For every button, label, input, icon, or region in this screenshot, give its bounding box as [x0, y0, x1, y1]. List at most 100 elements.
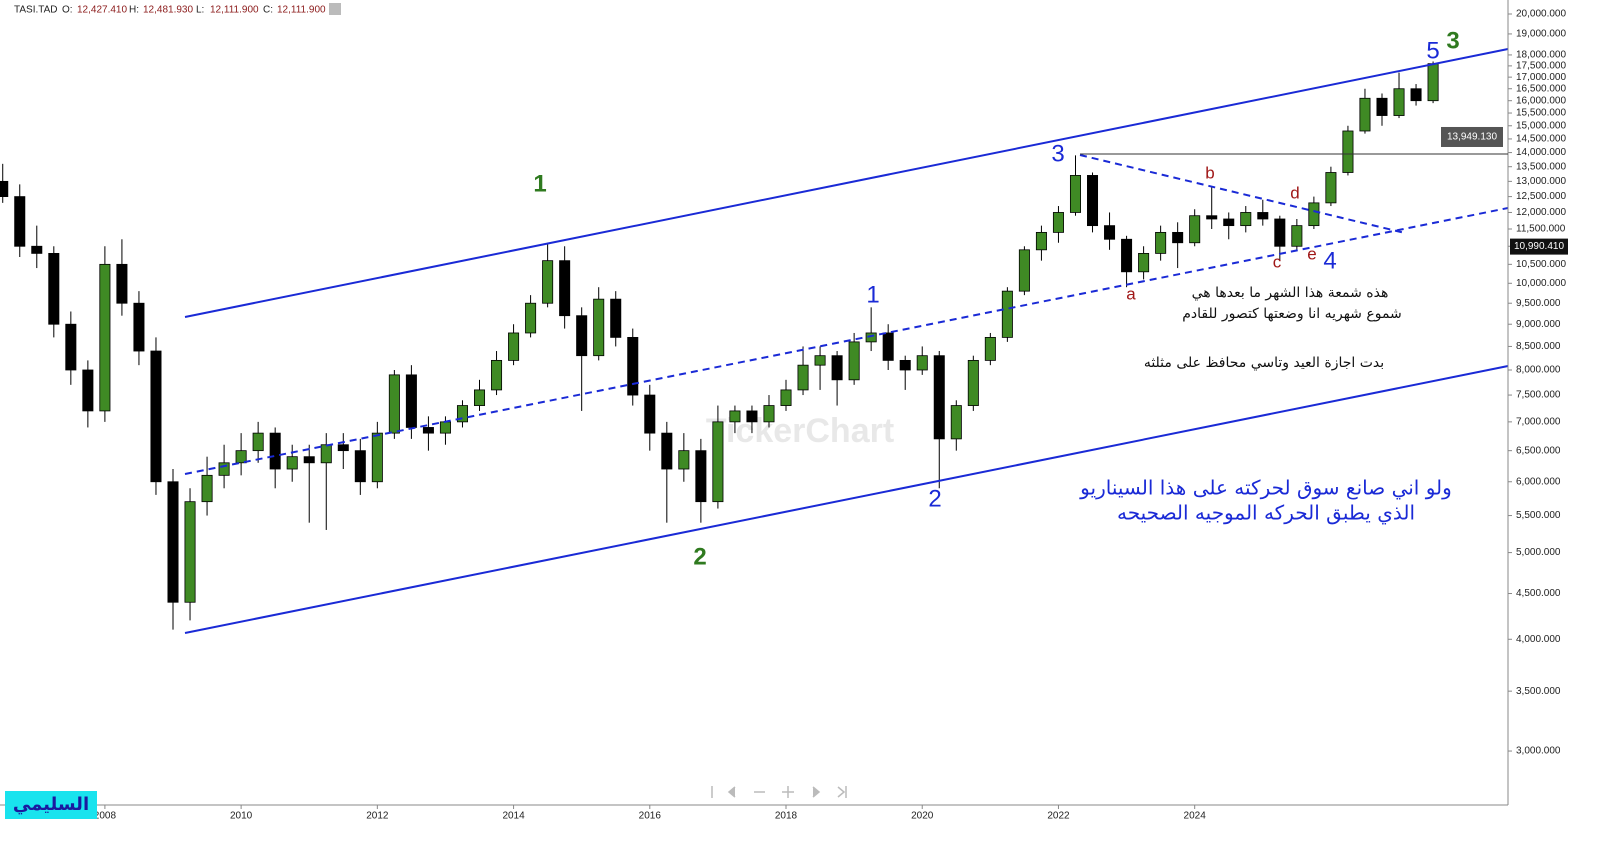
- candle-body: [1138, 252, 1150, 273]
- candle-body: [712, 421, 724, 503]
- y-tick-label: 9,000.000: [1516, 319, 1561, 330]
- note: ولو اني صانع سوق لحركته على هذا السيناري…: [1079, 476, 1452, 501]
- price-tag: [1441, 126, 1503, 147]
- candle-body: [48, 252, 60, 325]
- author: السليمي: [13, 794, 89, 815]
- wave-label: e: [1307, 244, 1316, 263]
- y-tick-label: 15,500.000: [1516, 108, 1566, 119]
- plot-area: [0, 61, 1439, 630]
- candle-body: [746, 410, 758, 423]
- candle-body: [167, 481, 179, 603]
- candle-body: [439, 421, 451, 434]
- header-button[interactable]: [329, 3, 341, 15]
- y-tick-label: 17,000.000: [1516, 72, 1566, 83]
- field-value: 12,427.410: [77, 5, 127, 16]
- channel-lower: [184, 365, 1509, 634]
- y-tick-label: 7,000.000: [1516, 417, 1561, 428]
- wave-label: 1: [533, 170, 546, 197]
- y-tick-label: 16,000.000: [1516, 95, 1566, 106]
- candle-body: [644, 394, 656, 434]
- candle-body: [184, 501, 196, 603]
- candle-body: [814, 355, 826, 366]
- candle-body: [1121, 238, 1133, 273]
- candle-body: [695, 450, 707, 503]
- candle-body: [269, 432, 281, 470]
- y-tick-label: 7,500.000: [1516, 390, 1561, 401]
- candle-body: [967, 359, 979, 406]
- candle-body: [1052, 212, 1064, 233]
- wave-label: a: [1126, 284, 1136, 303]
- candle-body: [1155, 231, 1167, 254]
- candle-body: [337, 444, 349, 452]
- candle-body: [218, 462, 230, 476]
- candle-body: [133, 302, 145, 352]
- candle-body: [1393, 88, 1405, 116]
- candle-body: [0, 180, 9, 198]
- note: الذي يطبق الحركه الموجيه الصحيحه: [1117, 501, 1415, 526]
- y-tick-label: 12,000.000: [1516, 207, 1566, 218]
- y-tick-label: 3,000.000: [1516, 746, 1561, 757]
- candle-body: [1206, 215, 1218, 220]
- header: TASI.TAD O: 12,427.410 H: 12,481.930 L: 12,11…: [14, 5, 326, 16]
- wave-label: 4: [1323, 247, 1336, 274]
- y-tick-label: 8,500.000: [1516, 341, 1561, 352]
- candle-body: [950, 405, 962, 440]
- candle-body: [116, 263, 128, 304]
- wave-label: 2: [693, 543, 706, 570]
- candle-body: [797, 364, 809, 391]
- y-tick-label: 19,000.000: [1516, 29, 1566, 40]
- y-tick-label: 15,000.000: [1516, 120, 1566, 131]
- candle-body: [82, 369, 94, 412]
- wave-label: 3: [1051, 140, 1064, 167]
- candle-body: [1376, 97, 1388, 116]
- candle-body: [542, 260, 554, 304]
- y-tick-label: 6,000.000: [1516, 476, 1561, 487]
- y-tick-label: 16,500.000: [1516, 83, 1566, 94]
- candle-body: [320, 444, 332, 464]
- x-tick-label: 2024: [1184, 811, 1207, 822]
- price-tag-label: 10,990.410: [1514, 241, 1564, 252]
- candle-body: [1069, 175, 1081, 213]
- candle-body: [201, 474, 213, 503]
- y-tick-label: 9,500.000: [1516, 298, 1561, 309]
- candle-body: [899, 359, 911, 371]
- candle-body: [99, 263, 111, 412]
- candle-body: [593, 298, 605, 357]
- channel-upper: [184, 48, 1509, 318]
- candle-body: [14, 196, 26, 247]
- candle-body: [763, 405, 775, 423]
- candle-body: [31, 245, 43, 254]
- candle-body: [661, 432, 673, 470]
- candle-body: [627, 336, 639, 396]
- candle-body: [1342, 130, 1354, 173]
- candle-body: [1410, 88, 1422, 102]
- candle-body: [525, 302, 537, 334]
- candle-body: [865, 332, 877, 343]
- y-tick-label: 8,000.000: [1516, 365, 1561, 376]
- candle-body: [1359, 97, 1371, 132]
- x-tick-label: 2012: [366, 811, 389, 822]
- candle-body: [1001, 290, 1013, 338]
- candle-body: [610, 298, 622, 338]
- field-label: C:: [263, 5, 273, 16]
- candle-body: [252, 432, 264, 452]
- y-tick-label: 13,500.000: [1516, 161, 1566, 172]
- candle-body: [916, 355, 928, 371]
- y-tick-label: 3,500.000: [1516, 686, 1561, 697]
- x-tick-label: 2014: [502, 811, 525, 822]
- candle-body: [405, 374, 417, 428]
- candle-body: [456, 405, 468, 423]
- navigation[interactable]: [711, 786, 847, 798]
- symbol: TASI.TAD: [14, 5, 58, 16]
- y-tick-label: 14,000.000: [1516, 147, 1566, 158]
- x-tick-label: 2016: [639, 811, 662, 822]
- y-tick-label: 10,000.000: [1516, 278, 1566, 289]
- y-tick-label: 4,000.000: [1516, 634, 1561, 645]
- y-tick-label: 14,500.000: [1516, 134, 1566, 145]
- candle-body: [150, 350, 162, 483]
- field-value: 12,481.930: [143, 5, 193, 16]
- candle-body: [354, 450, 366, 483]
- wave-label: 2: [928, 485, 941, 512]
